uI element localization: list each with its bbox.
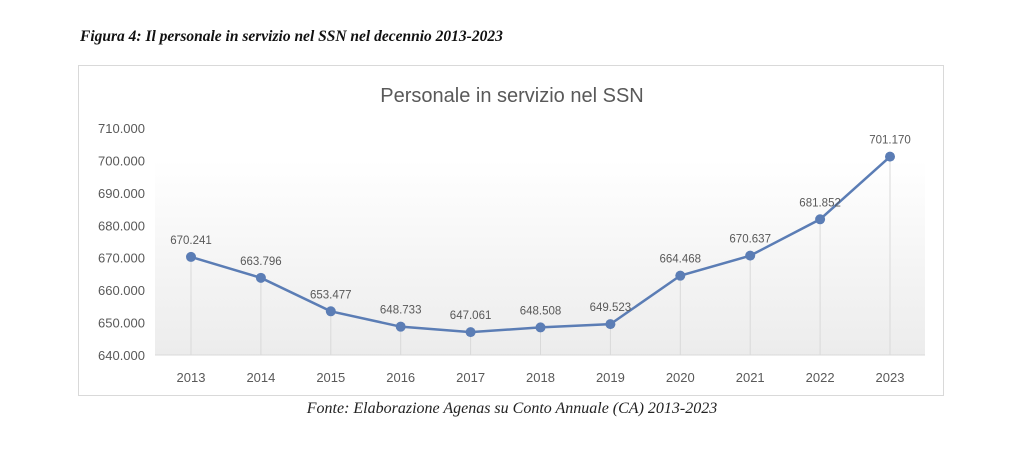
y-tick-label: 640.000 [98, 348, 145, 363]
data-label: 649.523 [590, 302, 632, 314]
figure-caption-title: Figura 4: Il personale in servizio nel S… [80, 28, 503, 45]
y-tick-label: 700.000 [98, 153, 145, 168]
data-point [605, 319, 616, 330]
figure-source: Fonte: Elaborazione Agenas su Conto Annu… [306, 400, 718, 417]
y-tick-label: 710.000 [98, 121, 145, 136]
data-point [745, 250, 756, 261]
x-tick-label: 2015 [316, 370, 345, 385]
y-tick-label: 690.000 [98, 186, 145, 201]
data-point [535, 322, 546, 333]
data-point [186, 251, 196, 262]
data-label: 664.468 [660, 254, 702, 266]
data-label: 701.170 [869, 135, 911, 147]
x-tick-label: 2014 [246, 370, 275, 385]
x-tick-label: 2022 [806, 370, 835, 385]
data-label: 648.733 [380, 305, 422, 317]
data-label: 647.061 [450, 310, 492, 322]
x-tick-label: 2019 [596, 370, 625, 385]
x-tick-label: 2013 [177, 370, 206, 385]
data-label: 670.637 [729, 234, 771, 246]
data-point [395, 321, 406, 332]
x-tick-label: 2018 [526, 370, 555, 385]
y-tick-label: 650.000 [98, 316, 145, 331]
x-tick-label: 2023 [876, 370, 905, 385]
y-tick-label: 680.000 [98, 218, 145, 233]
data-label: 663.796 [240, 256, 282, 268]
x-tick-label: 2020 [666, 370, 695, 385]
data-point [325, 306, 336, 317]
data-label: 670.241 [170, 235, 212, 247]
data-point [885, 151, 895, 162]
data-point [255, 272, 266, 283]
y-tick-label: 660.000 [98, 283, 145, 298]
x-tick-label: 2021 [736, 370, 765, 385]
data-point [815, 214, 826, 225]
x-tick-label: 2016 [386, 370, 415, 385]
data-label: 681.852 [799, 197, 841, 209]
data-point [675, 270, 686, 281]
x-tick-label: 2017 [456, 370, 485, 385]
chart-title: Personale in servizio nel SSN [380, 85, 643, 107]
data-label: 653.477 [310, 289, 352, 301]
data-point [465, 327, 476, 338]
data-label: 648.508 [520, 305, 562, 317]
y-tick-label: 670.000 [98, 251, 145, 266]
